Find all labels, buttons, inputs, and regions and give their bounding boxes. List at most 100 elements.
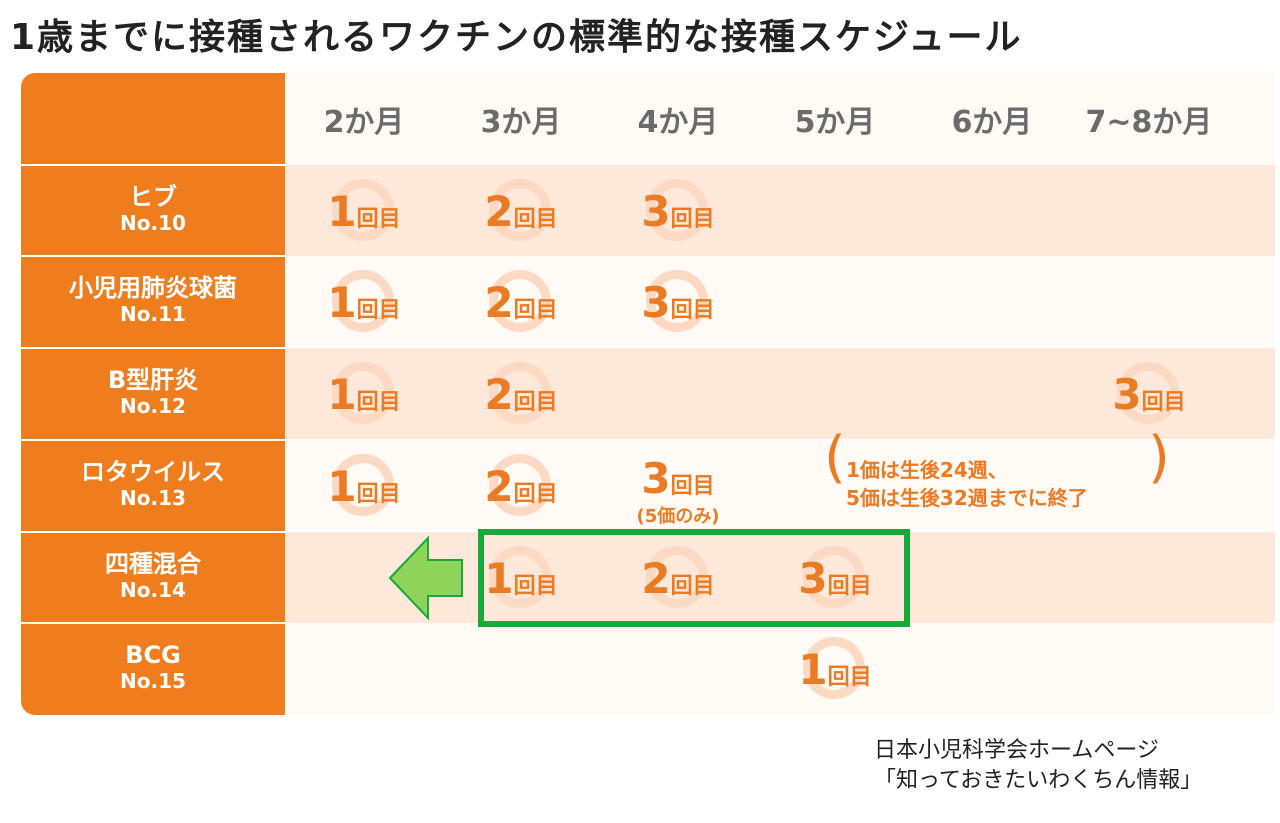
- schedule-row: [285, 348, 1275, 440]
- month-header: 4か月: [637, 105, 719, 140]
- dose-ring: [646, 545, 708, 608]
- dose-label: 3回目: [603, 278, 753, 327]
- vaccine-number: No.10: [120, 210, 186, 235]
- note-line-2: 5価は生後32週までに終了: [846, 486, 1088, 510]
- dose-label: 2回目: [446, 278, 596, 327]
- dose-ring: [489, 545, 551, 608]
- dose-ring: [332, 362, 394, 425]
- dose-ring: [803, 637, 865, 700]
- dose-ring: [332, 270, 394, 333]
- month-header: 7~8か月: [1085, 105, 1213, 140]
- dose-marker: 1回目: [289, 362, 439, 426]
- dose-number: 3: [641, 278, 671, 328]
- row-divider: [21, 622, 285, 625]
- dose-label: 2回目: [446, 462, 596, 511]
- schedule-table: 2か月 3か月 4か月 5か月 6か月 7~8か月 ヒブ No.10 小児用肺炎球菌 No.11 B…: [21, 73, 1275, 715]
- month-header: 3か月: [480, 105, 562, 140]
- dose-marker: 3回目: [603, 178, 753, 243]
- vaccine-name: ヒブ: [129, 182, 177, 211]
- dose-label: 3回目: [603, 454, 753, 503]
- dose-suffix: 回目: [827, 573, 872, 599]
- vaccine-number: No.14: [120, 577, 186, 602]
- dose-ring: [1117, 362, 1179, 425]
- dose-ring: [646, 178, 708, 241]
- vaccine-name: B型肝炎: [107, 366, 199, 395]
- dose-number: 2: [484, 278, 514, 328]
- dose-suffix: 回目: [356, 298, 401, 324]
- dose-marker: 2回目: [603, 545, 753, 610]
- dose-label: 1回目: [289, 462, 439, 511]
- month-header: 6か月: [951, 105, 1033, 140]
- month-header: 5か月: [794, 105, 876, 140]
- dose-number: 3: [798, 553, 828, 603]
- row-divider: [21, 255, 285, 258]
- dose-label: 1回目: [289, 370, 439, 419]
- dose-suffix: 回目: [356, 481, 401, 507]
- dose-number: 3: [1112, 370, 1142, 420]
- dose-number: 2: [641, 553, 671, 603]
- source-citation: 日本小児科学会ホームページ 「知っておきたいわくちん情報」: [874, 736, 1202, 796]
- dose-number: 2: [484, 186, 514, 236]
- vaccine-name: 四種混合: [105, 549, 201, 578]
- dose-ring: [489, 453, 551, 516]
- dose-suffix: 回目: [513, 573, 558, 599]
- dose-number: 2: [484, 370, 514, 420]
- dose-suffix: 回目: [513, 390, 558, 416]
- dose-number: 1: [327, 278, 357, 328]
- vaccine-name: BCG: [125, 641, 181, 670]
- row-divider: [21, 347, 285, 350]
- source-line-2: 「知っておきたいわくちん情報」: [874, 768, 1203, 793]
- dose-ring: [332, 453, 394, 516]
- dose-ring: [332, 178, 394, 241]
- vaccine-label: BCG No.15: [21, 641, 285, 693]
- vaccine-number: No.15: [120, 669, 186, 694]
- dose-marker: 1回目: [289, 270, 439, 334]
- schedule-row: [285, 164, 1275, 256]
- dose-label: 3回目: [603, 187, 753, 236]
- dose-label: 3回目: [1074, 370, 1224, 419]
- month-header-row: [285, 73, 1275, 164]
- row-divider: [21, 530, 285, 533]
- dose-number: 1: [484, 553, 514, 603]
- note-close-paren: ): [1148, 425, 1170, 490]
- dose-marker: 1回目: [446, 545, 596, 610]
- rota-note: ( 1価は生後24週、 5価は生後32週までに終了 ): [824, 430, 1170, 512]
- dose-marker: 2回目: [446, 270, 596, 334]
- dose-number: 1: [798, 645, 828, 695]
- dose-suffix: 回目: [670, 573, 715, 599]
- row-divider: [21, 438, 285, 441]
- dose-marker: 1回目: [289, 453, 439, 518]
- source-line-1: 日本小児科学会ホームページ: [874, 738, 1159, 763]
- dose-marker: 3回目: [760, 545, 910, 610]
- dose-number: 2: [484, 461, 514, 511]
- dose-label: 2回目: [446, 187, 596, 236]
- dose-suffix: 回目: [513, 298, 558, 324]
- dose-ring: [489, 362, 551, 425]
- dose-suffix: 回目: [513, 206, 558, 232]
- dose-number: 3: [641, 186, 671, 236]
- vaccine-label: B型肝炎 No.12: [21, 366, 285, 418]
- dose-suffix: 回目: [670, 206, 715, 232]
- dose-label: 1回目: [289, 187, 439, 236]
- dose-label: 1回目: [289, 278, 439, 327]
- vaccine-label: ロタウイルス No.13: [21, 458, 285, 510]
- dose-label: 1回目: [446, 554, 596, 603]
- dose-number: 1: [327, 186, 357, 236]
- note-open-paren: (: [824, 425, 846, 490]
- dose-label: 1回目: [760, 645, 910, 694]
- vaccine-name: ロタウイルス: [81, 457, 225, 486]
- dose-marker: 2回目: [446, 362, 596, 426]
- vaccine-name: 小児用肺炎球菌: [69, 274, 237, 303]
- dose-suffix: 回目: [513, 481, 558, 507]
- dose-suffix: 回目: [827, 665, 872, 691]
- vaccine-name-column: [21, 73, 285, 715]
- dose-marker: 1回目: [760, 637, 910, 701]
- left-arrow-icon: [388, 535, 463, 621]
- dose-marker: 2回目: [446, 178, 596, 243]
- dose-ring: [489, 178, 551, 241]
- dose-note: (5価のみ): [636, 505, 720, 527]
- vaccine-number: No.13: [120, 485, 186, 510]
- vaccine-label: ヒブ No.10: [21, 183, 285, 235]
- dose-marker: 1回目: [289, 178, 439, 243]
- dose-number: 1: [327, 461, 357, 511]
